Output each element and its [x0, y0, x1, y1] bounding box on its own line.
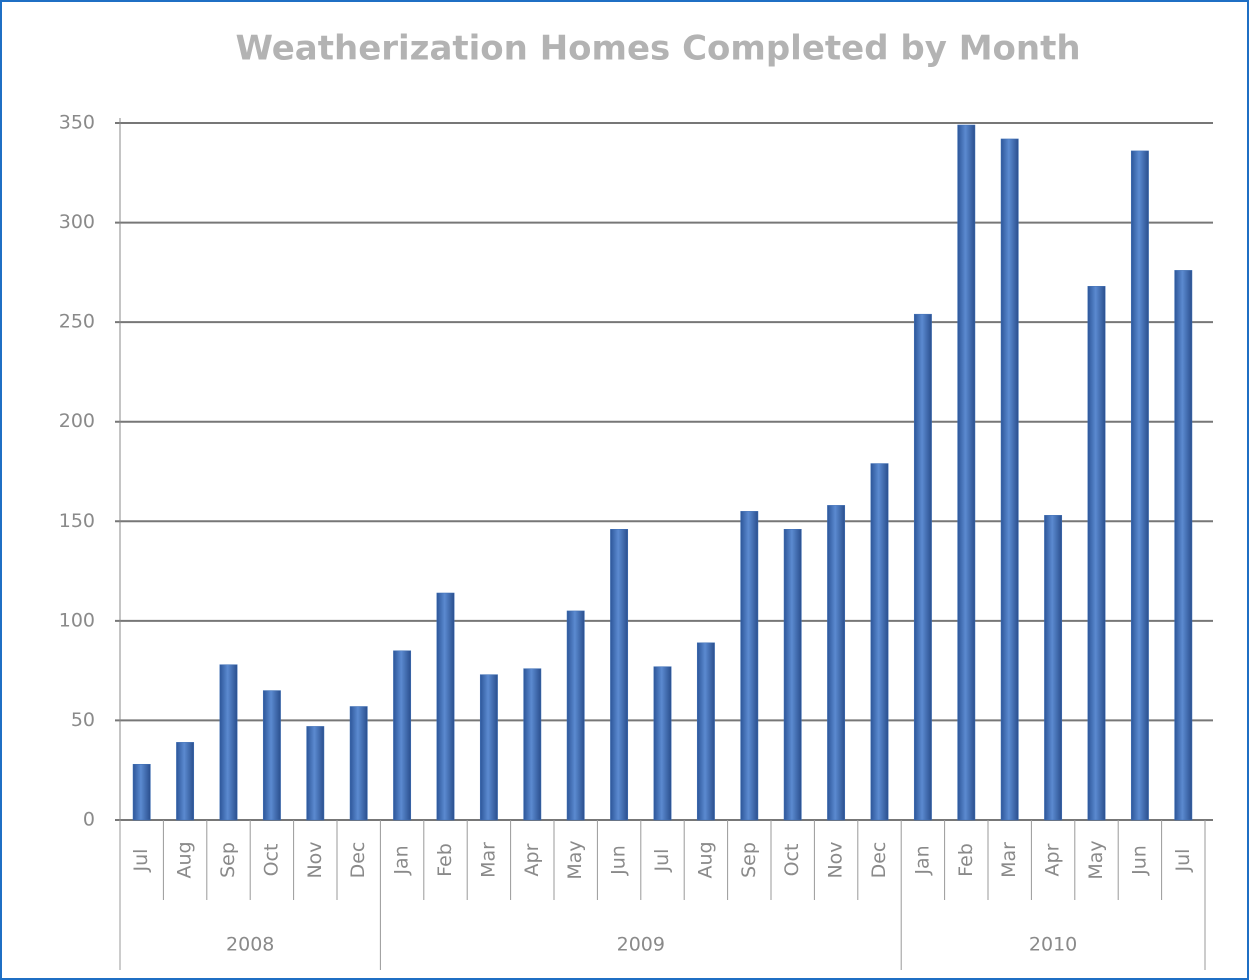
y-tick-label: 100	[59, 609, 95, 631]
x-tick-label: Mar	[477, 842, 499, 878]
bar	[827, 505, 846, 821]
bar	[653, 666, 672, 821]
x-tick-label: Nov	[304, 841, 326, 878]
y-tick-label: 50	[71, 709, 95, 731]
x-tick-label: Apr	[1042, 843, 1064, 876]
bar	[1130, 150, 1149, 821]
bar	[610, 529, 629, 821]
x-tick-label: Mar	[998, 842, 1020, 878]
x-tick-label: Nov	[825, 841, 847, 878]
bar	[1044, 515, 1063, 821]
y-tick-label: 250	[59, 311, 95, 333]
bar	[523, 668, 542, 821]
x-tick-label: Dec	[347, 842, 369, 879]
x-tick-label: Jun	[1128, 845, 1150, 876]
bar	[436, 592, 455, 821]
bar	[1000, 138, 1019, 821]
y-tick-label: 0	[83, 809, 95, 831]
bar	[306, 726, 325, 821]
bar	[479, 674, 498, 821]
x-tick-label: Feb	[955, 843, 977, 877]
bar	[1174, 270, 1193, 821]
bar	[262, 690, 281, 821]
year-label: 2010	[1029, 934, 1077, 956]
x-tick-label: Apr	[521, 843, 543, 876]
x-tick-label: Jan	[911, 845, 933, 875]
x-tick-label: Oct	[260, 844, 282, 877]
bar	[349, 706, 368, 821]
bar	[957, 124, 976, 821]
x-tick-label: Jul	[130, 849, 152, 873]
x-tick-label: Sep	[217, 842, 239, 878]
x-tick-label: Dec	[868, 842, 890, 879]
x-tick-label: May	[1085, 840, 1107, 879]
bar	[696, 642, 715, 821]
bar	[393, 650, 412, 821]
bar	[740, 511, 759, 821]
x-tick-label: Jan	[391, 845, 413, 875]
x-tick-label: Aug	[174, 841, 196, 878]
x-tick-label: Aug	[694, 841, 716, 878]
x-tick-label: Sep	[738, 842, 760, 878]
y-tick-label: 350	[59, 112, 95, 134]
x-tick-label: Jun	[608, 845, 630, 876]
x-tick-label: Jul	[1172, 849, 1194, 873]
x-tick-label: May	[564, 840, 586, 879]
y-tick-label: 300	[59, 211, 95, 233]
year-label: 2009	[617, 934, 665, 956]
bar	[1087, 286, 1106, 821]
chart-title: Weatherization Homes Completed by Month	[235, 29, 1080, 69]
x-tick-label: Feb	[434, 843, 456, 877]
x-tick-label: Oct	[781, 844, 803, 877]
bar	[913, 313, 932, 821]
bar	[132, 763, 151, 821]
bar	[176, 742, 195, 821]
y-tick-label: 150	[59, 510, 95, 532]
bar	[870, 463, 889, 821]
x-tick-label: Jul	[651, 849, 673, 873]
y-tick-label: 200	[59, 410, 95, 432]
bar	[566, 610, 585, 821]
bar	[219, 664, 238, 821]
bar	[783, 529, 802, 821]
year-label: 2008	[226, 934, 274, 956]
